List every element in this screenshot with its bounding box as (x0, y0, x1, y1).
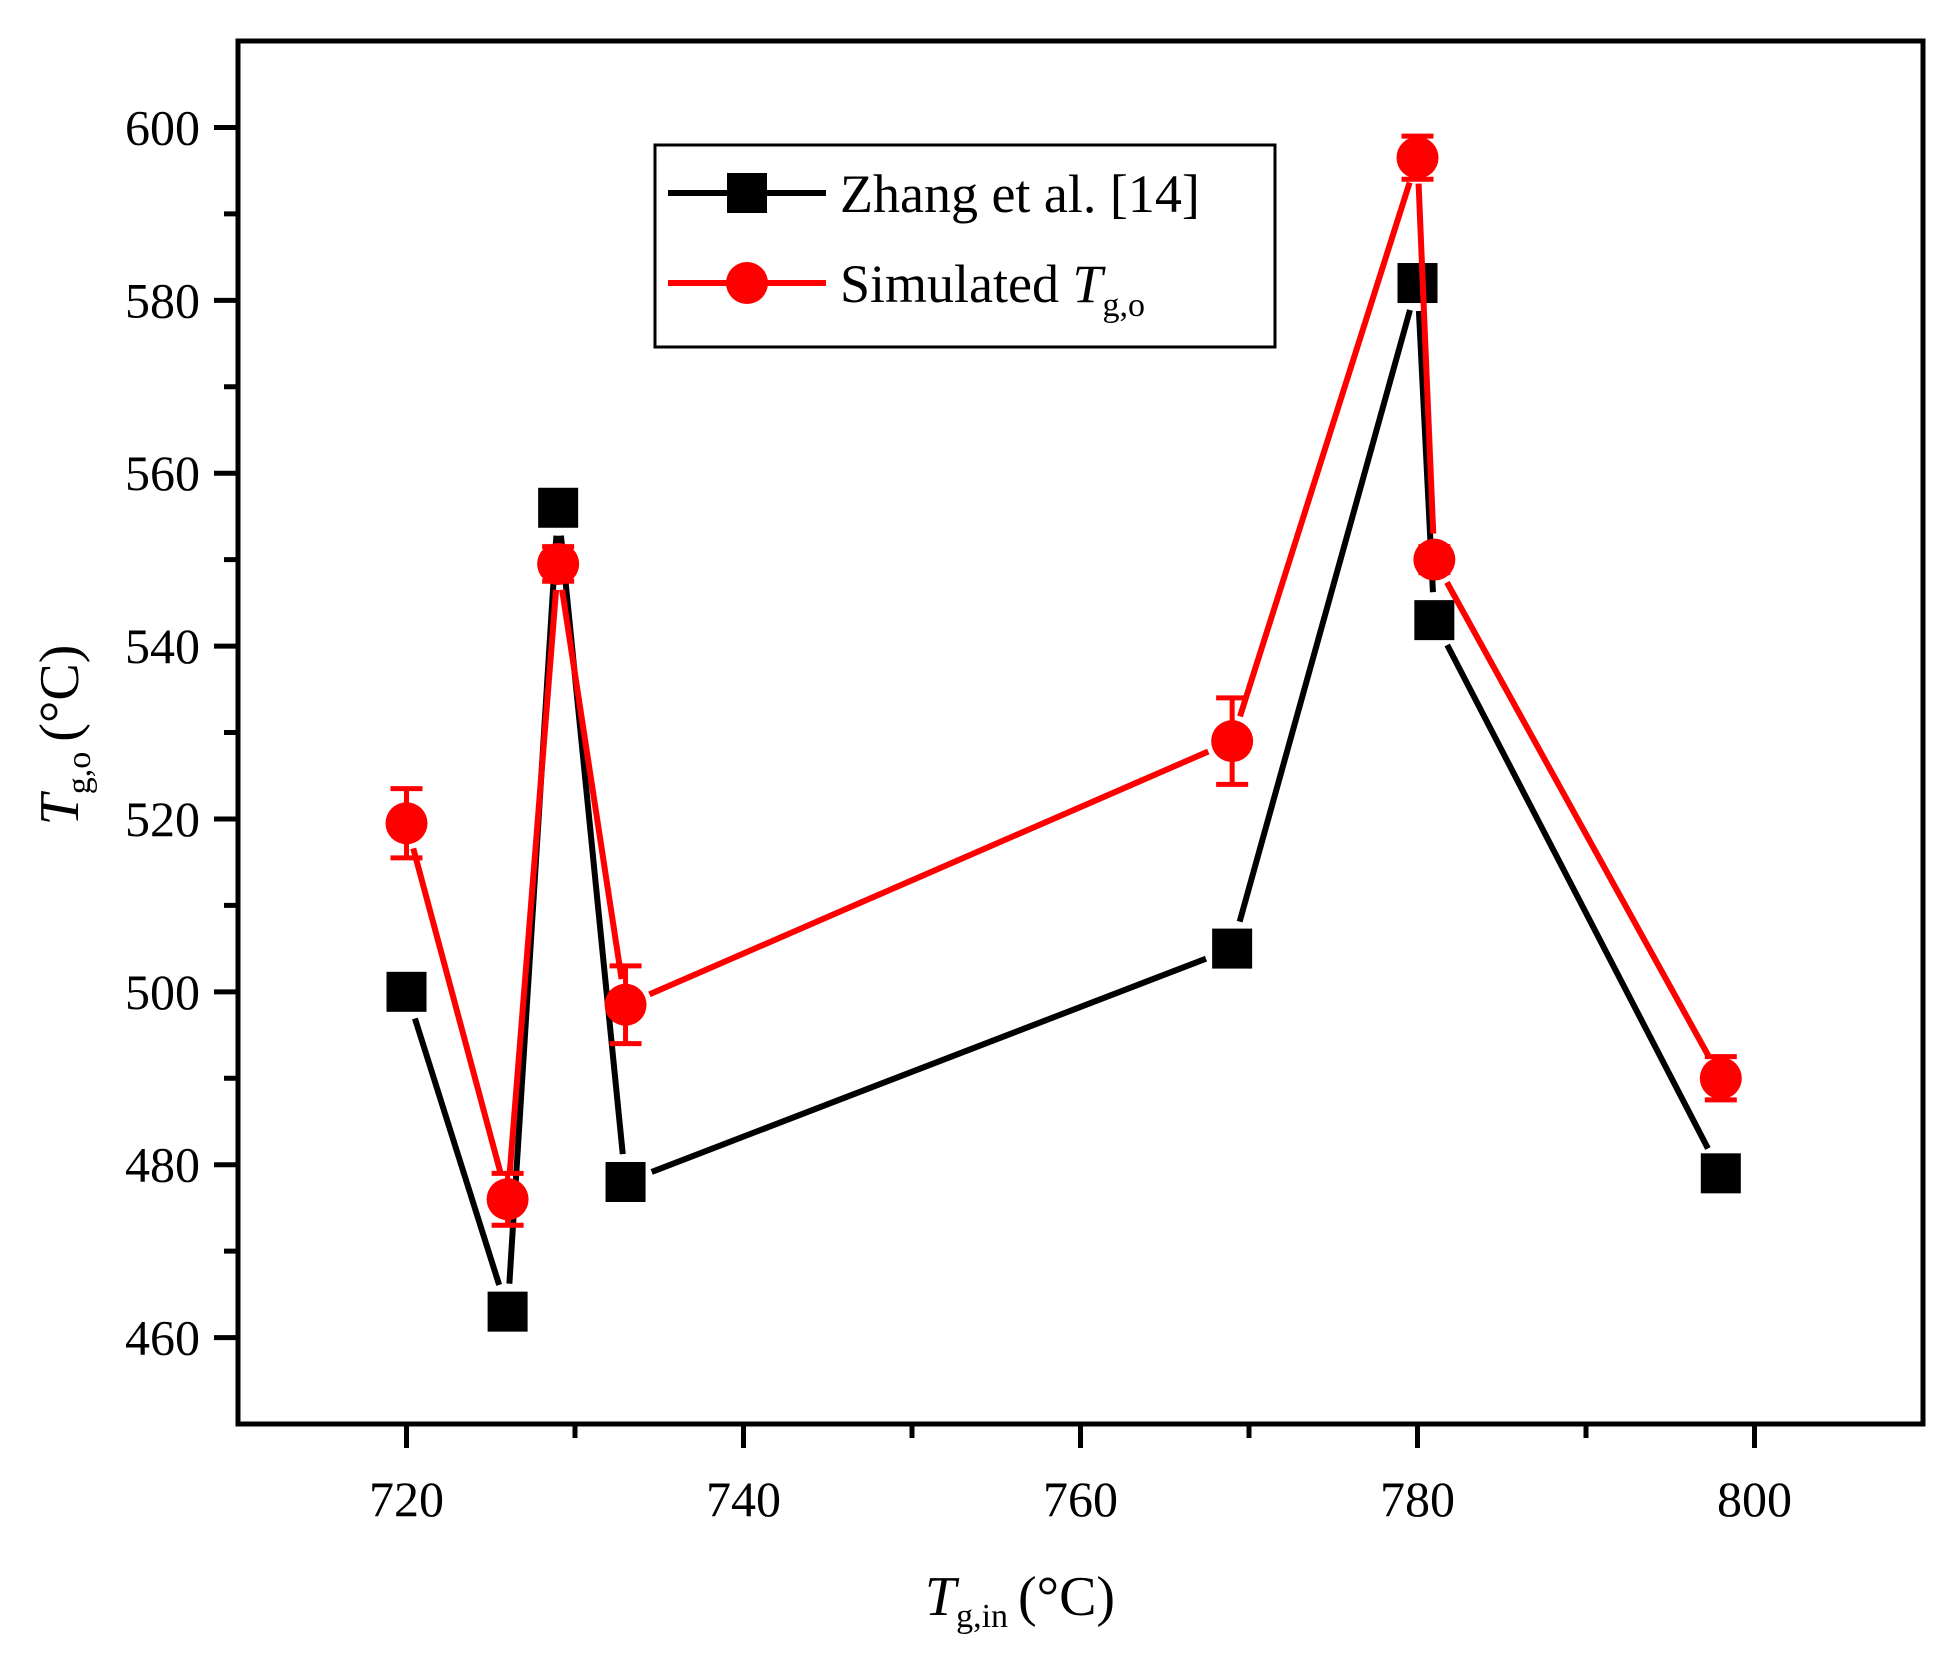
axis-ticks (214, 124, 1757, 1448)
series-line-segment (1444, 580, 1711, 1057)
series-line-segment (1237, 181, 1413, 718)
x-tick-label: 800 (1717, 1471, 1792, 1527)
data-point-circle (604, 983, 647, 1026)
data-point-square (1212, 928, 1253, 969)
x-tick-label: 720 (369, 1471, 444, 1527)
series-line-segment (506, 589, 560, 1174)
series-line-segment (1236, 309, 1413, 923)
y-tick-label: 500 (125, 964, 200, 1020)
data-point-square (386, 971, 427, 1012)
y-tick-label: 520 (125, 791, 200, 847)
legend-label-simulated: Simulated Tg,o (840, 254, 1145, 324)
data-point-square (1700, 1153, 1741, 1194)
series-line-segment (410, 847, 504, 1175)
legend-label-zhang: Zhang et al. [14] (840, 164, 1200, 224)
data-point-circle (1211, 720, 1254, 763)
legend-item-zhang: Zhang et al. [14] (668, 164, 1200, 224)
data-point-circle (385, 802, 428, 845)
y-tick-label: 580 (125, 272, 200, 328)
data-point-square (1397, 263, 1438, 304)
y-tick-label: 600 (125, 99, 200, 155)
series-line-segment (412, 1017, 503, 1286)
x-axis-title: Tg,in (°C) (925, 1566, 1115, 1635)
legend-marker-circle (726, 262, 768, 304)
y-axis-title: Tg,o(°C) (29, 645, 98, 826)
series-simulated (385, 133, 1742, 1228)
y-tick-label: 460 (125, 1310, 200, 1366)
y-tick-label: 480 (125, 1137, 200, 1193)
data-point-square (487, 1291, 528, 1332)
y-tick-label: 540 (125, 618, 200, 674)
data-point-circle (486, 1178, 529, 1221)
data-point-circle (1396, 136, 1439, 179)
x-tick-label: 780 (1380, 1471, 1455, 1527)
series-line-segment (1415, 183, 1437, 534)
data-point-circle (1413, 538, 1456, 581)
legend-marker-square (727, 173, 767, 213)
data-point-square (1414, 600, 1455, 641)
tick-labels: 720 740 760 780 800 460 480 500 520 540 560 580 600 (125, 99, 1792, 1527)
data-point-square (538, 487, 579, 528)
x-tick-label: 760 (1043, 1471, 1118, 1527)
series-line-segment (650, 955, 1208, 1175)
legend: Zhang et al. [14] Simulated Tg,o (653, 143, 1277, 349)
series-line-segment (1444, 643, 1711, 1150)
x-tick-label: 740 (706, 1471, 781, 1527)
data-point-circle (537, 542, 580, 585)
series-zhang (386, 263, 1741, 1332)
y-tick-label: 560 (125, 445, 200, 501)
series-line-segment (648, 748, 1210, 998)
legend-item-simulated: Simulated Tg,o (668, 254, 1145, 324)
data-point-circle (1699, 1057, 1742, 1100)
data-point-square (605, 1161, 646, 1202)
series-layer (385, 133, 1742, 1332)
series-line-segment (559, 589, 625, 980)
